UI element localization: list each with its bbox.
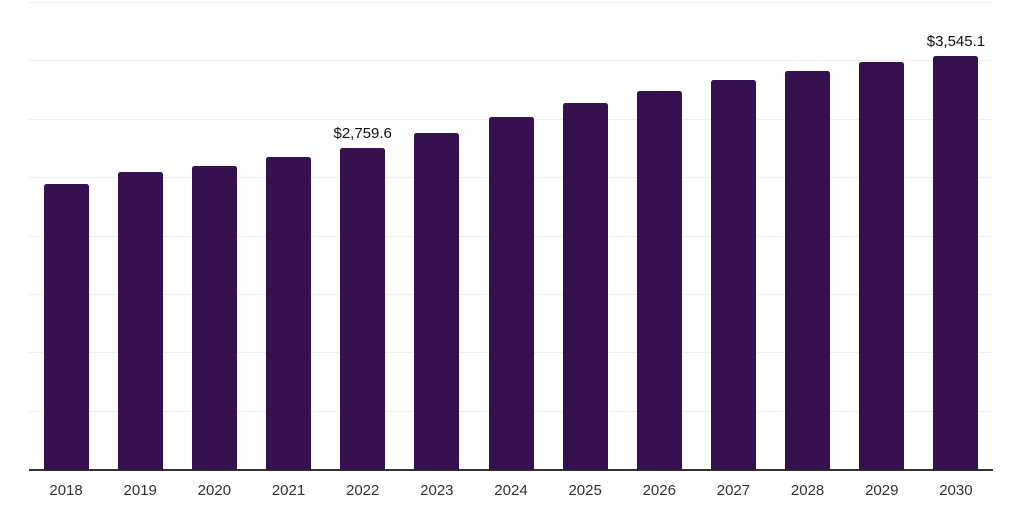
- x-axis-line: [29, 469, 993, 471]
- plot-area: 2018 2019 2020 2021 2022 $2,759.6 2023 2024 2025…: [29, 2, 993, 499]
- x-tick-2018: 2018: [49, 482, 83, 499]
- bar-2018: [43, 183, 89, 470]
- data-label-2022: $2,759.6: [333, 124, 392, 142]
- x-tick-2025: 2025: [568, 482, 602, 499]
- x-tick-2020: 2020: [197, 482, 232, 499]
- x-tick-2030: 2030: [939, 482, 973, 499]
- bar-2028: [785, 70, 831, 470]
- x-tick-2026: 2026: [642, 482, 676, 499]
- bar-2026: [636, 91, 682, 470]
- x-tick-2028: 2028: [790, 482, 825, 499]
- bar-2029: [859, 61, 905, 470]
- bar-2021: [266, 157, 312, 470]
- bar-2027: [710, 80, 756, 470]
- bar-2023: [414, 132, 460, 470]
- x-tick-2027: 2027: [716, 482, 751, 499]
- bar-2030: [933, 56, 979, 470]
- gridline-4000: [29, 2, 993, 3]
- bar-2022: [340, 147, 386, 470]
- gridline-3500: [29, 60, 993, 62]
- x-tick-2029: 2029: [865, 482, 899, 499]
- x-tick-2021: 2021: [271, 482, 306, 499]
- bar-2025: [562, 103, 608, 470]
- x-tick-2019: 2019: [123, 482, 157, 499]
- bar-2020: [191, 165, 237, 470]
- x-tick-2023: 2023: [420, 482, 454, 499]
- bar-2024: [488, 117, 534, 470]
- x-tick-2022: 2022: [345, 482, 380, 499]
- x-tick-2024: 2024: [494, 482, 528, 499]
- data-label-2030: $3,545.1: [926, 33, 986, 51]
- bar-2019: [117, 171, 163, 470]
